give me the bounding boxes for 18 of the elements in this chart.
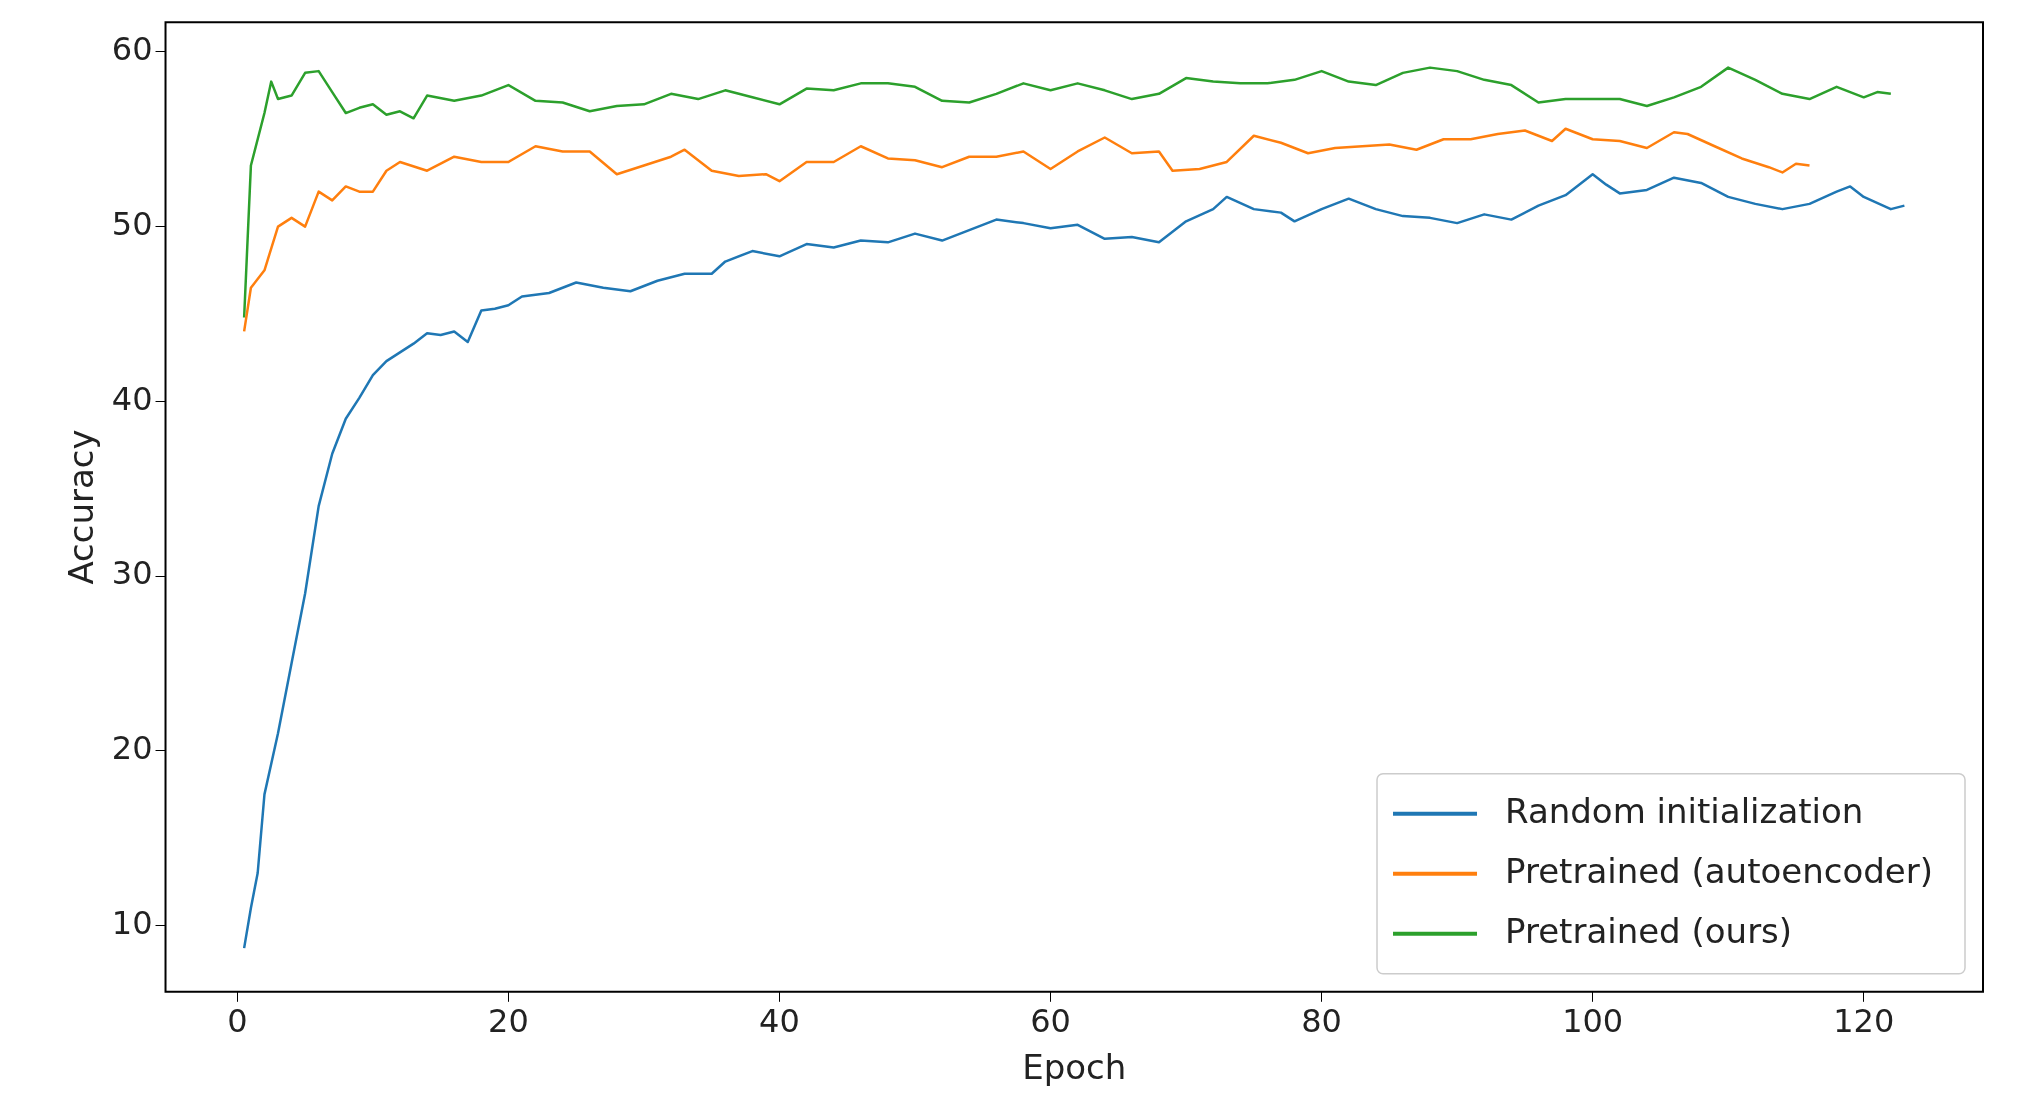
x-tick-label: 20 xyxy=(488,1002,529,1041)
x-tick-label: 0 xyxy=(227,1002,248,1041)
x-tick-label: 100 xyxy=(1562,1002,1624,1041)
y-axis-title: Accuracy xyxy=(61,429,102,585)
x-tick-label: 80 xyxy=(1301,1002,1342,1041)
y-tick-label: 60 xyxy=(111,30,153,69)
y-tick-label: 20 xyxy=(111,729,153,768)
x-tick-label: 40 xyxy=(759,1002,800,1041)
y-tick-label: 10 xyxy=(111,903,153,942)
y-tick-label: 30 xyxy=(111,554,153,593)
y-tick-label: 40 xyxy=(111,379,153,418)
x-tick-label: 60 xyxy=(1030,1002,1071,1041)
y-tick-label: 50 xyxy=(111,204,153,243)
legend-label: Pretrained (autoencoder) xyxy=(1505,850,1934,891)
legend-label: Random initialization xyxy=(1505,790,1864,831)
x-axis-title: Epoch xyxy=(1022,1047,1127,1088)
x-tick-label: 120 xyxy=(1833,1002,1895,1041)
legend-label: Pretrained (ours) xyxy=(1505,910,1793,951)
